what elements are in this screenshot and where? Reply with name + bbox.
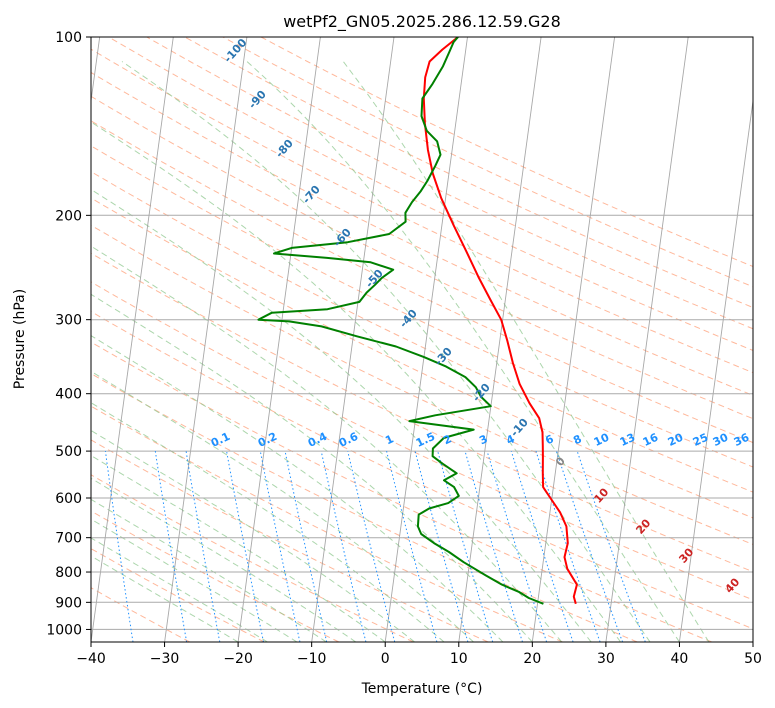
isotherm xyxy=(311,37,395,642)
isotherm xyxy=(531,37,616,642)
isotherm xyxy=(237,37,321,642)
mixing-ratio-line xyxy=(486,450,548,642)
mixing-ratio-line xyxy=(535,450,601,642)
moist-adiabat xyxy=(91,370,474,642)
dry-adiabat xyxy=(146,37,753,330)
moist-adiabat xyxy=(91,537,268,642)
mixing-ratio-label: 10 xyxy=(592,431,612,449)
mixing-ratio-line xyxy=(555,450,624,642)
mixing-ratio-line xyxy=(226,451,264,642)
moist-adiabat xyxy=(91,121,621,642)
temperature-profile xyxy=(422,37,578,605)
plot-profiles xyxy=(257,37,578,605)
moist-adiabat xyxy=(342,61,710,642)
x-axis: −40 −30 −20 −10 0 10 20 30 40 50 xyxy=(76,642,762,667)
dry-adiabat xyxy=(91,224,753,545)
mixing-ratio-line xyxy=(320,450,367,642)
mixing-ratio-label: 13 xyxy=(618,431,637,449)
isotherm xyxy=(605,37,689,642)
dry-adiabat xyxy=(222,37,753,288)
y-axis: 100 200 300 400 500 600 700 800 900 1000 xyxy=(46,30,91,638)
dry-adiabat xyxy=(91,341,712,642)
dry-adiabat xyxy=(91,171,753,493)
mixing-ratio-line xyxy=(576,450,646,642)
x-tick-label: 50 xyxy=(744,651,762,667)
dry-adiabat xyxy=(91,373,638,642)
dry-adiabat xyxy=(91,405,563,642)
y-tick-label: 400 xyxy=(55,387,82,403)
isotherm xyxy=(91,37,174,642)
mixing-ratio-label: 16 xyxy=(641,431,661,449)
dry-adiabat xyxy=(91,197,753,519)
dry-adiabat xyxy=(108,37,753,352)
dry-adiabat xyxy=(91,310,753,630)
x-tick-label: −20 xyxy=(223,651,253,667)
dewpoint-profile xyxy=(257,37,544,605)
mixing-ratio-line xyxy=(347,450,396,642)
dry-adiabat xyxy=(91,145,753,468)
moist-adiabat xyxy=(91,454,386,642)
x-tick-label: 0 xyxy=(381,651,390,667)
moist-adiabat xyxy=(121,61,651,642)
moist-adiabat xyxy=(91,335,504,642)
plot-background-lines xyxy=(91,37,753,642)
x-axis-title: Temperature (°C) xyxy=(361,681,483,697)
moist-adiabat xyxy=(91,429,415,642)
mixing-ratio-label: 36 xyxy=(732,431,752,449)
dry-adiabat xyxy=(91,510,340,642)
x-tick-label: 20 xyxy=(523,651,541,667)
mixing-ratio-line xyxy=(386,450,438,642)
x-tick-label: 10 xyxy=(450,651,468,667)
moist-adiabat xyxy=(91,188,592,642)
mixing-ratio-line xyxy=(437,450,494,642)
x-tick-label: −10 xyxy=(297,651,327,667)
moist-adiabat xyxy=(91,555,239,642)
y-tick-label: 200 xyxy=(55,208,82,224)
x-tick-label: −40 xyxy=(76,651,106,667)
isotherm xyxy=(384,37,468,642)
mixing-ratio-line xyxy=(259,451,301,642)
y-tick-label: 300 xyxy=(55,313,82,329)
dry-adiabat xyxy=(91,281,753,601)
y-tick-label: 500 xyxy=(55,444,82,460)
x-tick-label: 30 xyxy=(597,651,615,667)
mixing-ratio-line xyxy=(464,450,523,642)
plot-frame xyxy=(90,36,754,643)
y-tick-label: 700 xyxy=(55,531,82,547)
mixing-ratio-line xyxy=(104,451,134,642)
moist-adiabat xyxy=(91,245,563,642)
dry-adiabat xyxy=(91,71,753,396)
isotherm xyxy=(458,37,542,642)
moist-adiabat xyxy=(91,477,357,642)
mixing-ratio-label: 30 xyxy=(711,431,731,449)
y-axis-title: Pressure (hPa) xyxy=(12,289,28,389)
dry-adiabat xyxy=(91,548,265,642)
x-tick-label: −30 xyxy=(150,651,180,667)
mixing-ratio-line xyxy=(510,450,574,642)
isotherm xyxy=(164,37,248,642)
mixing-ratio-label: 20 xyxy=(666,431,686,449)
chart-title: wetPf2_GN05.2025.286.12.59.G28 xyxy=(283,12,561,32)
mixing-ratio-line xyxy=(414,450,469,642)
y-tick-label: 800 xyxy=(55,565,82,581)
isotherm xyxy=(678,97,753,642)
mixing-ratio-label: 25 xyxy=(691,431,710,449)
moist-adiabat xyxy=(91,402,445,642)
y-tick-label: 900 xyxy=(55,595,82,611)
y-tick-label: 100 xyxy=(55,30,82,46)
x-tick-label: 40 xyxy=(671,651,689,667)
y-tick-label: 1000 xyxy=(46,622,82,638)
y-tick-label: 600 xyxy=(55,491,82,507)
moist-adiabat xyxy=(246,61,680,642)
mixing-ratio-line xyxy=(284,451,328,642)
